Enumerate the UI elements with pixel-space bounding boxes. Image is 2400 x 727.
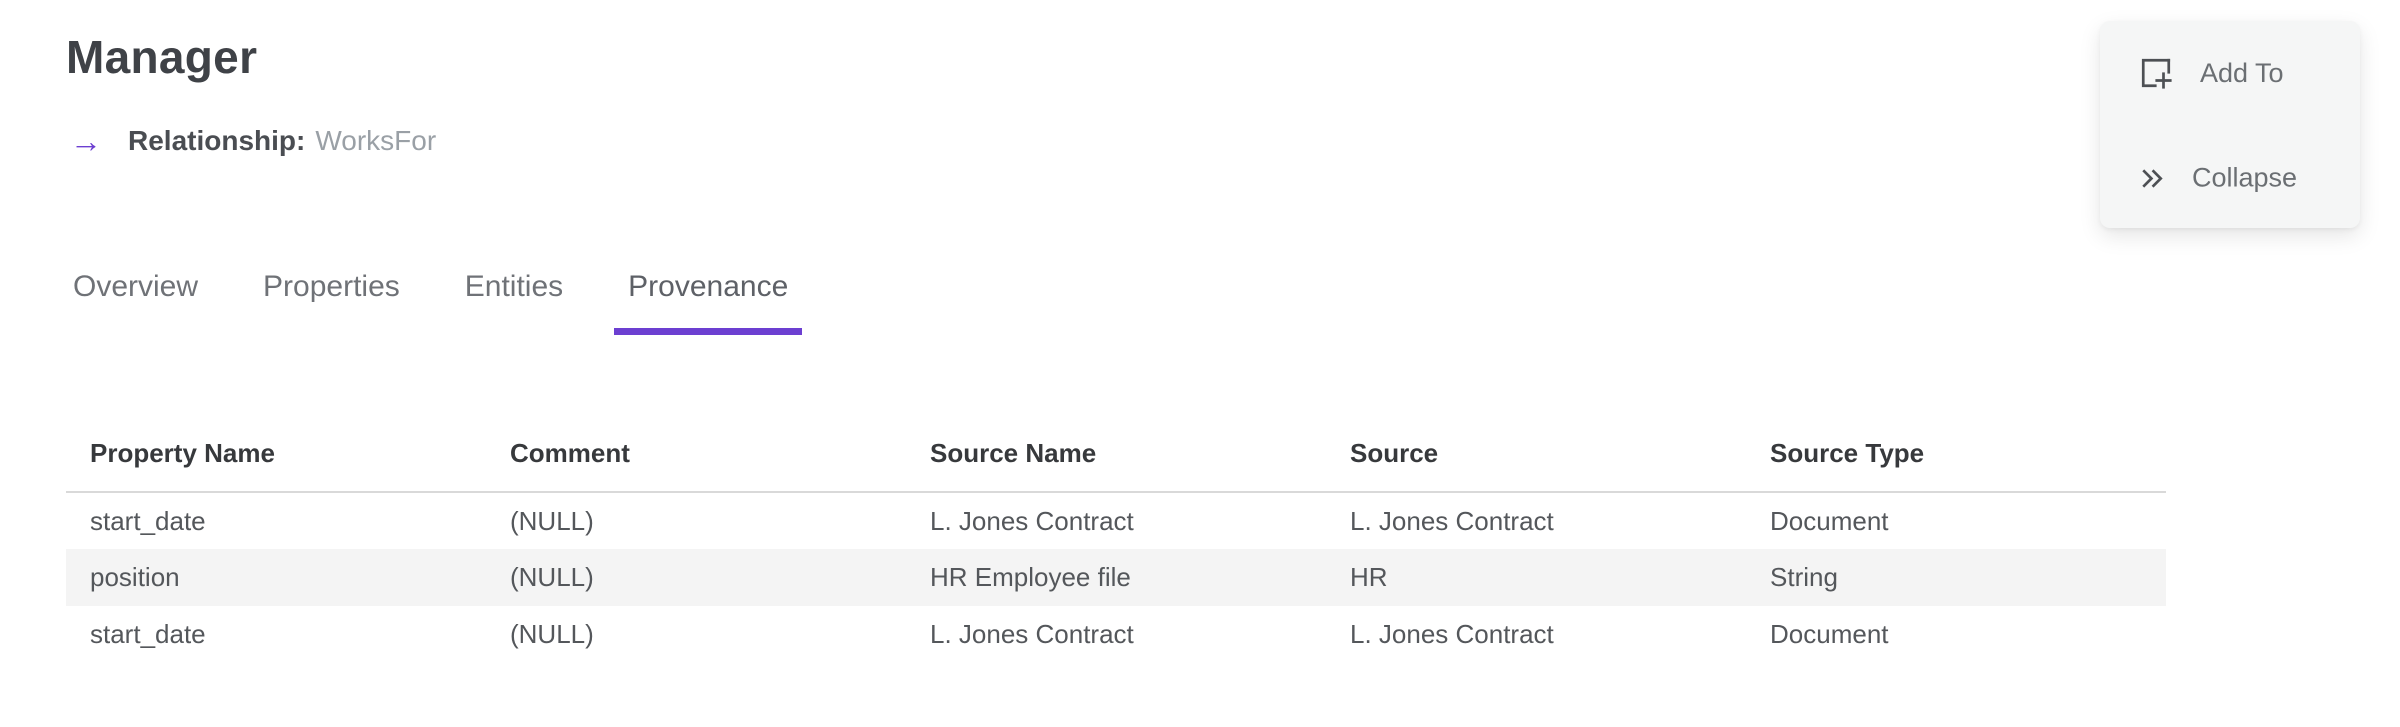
add-to-icon [2136, 55, 2176, 91]
col-header-source-type: Source Type [1746, 430, 2166, 493]
cell-source-type: Document [1770, 619, 1889, 649]
relationship-label: Relationship: [128, 125, 306, 156]
table-row: position (NULL) HR Employee file HR Stri… [66, 549, 2166, 606]
cell-source-name: HR Employee file [930, 562, 1131, 592]
table-row: start_date (NULL) L. Jones Contract L. J… [66, 606, 2166, 663]
provenance-table: Property Name Comment Source Name Source… [66, 430, 2166, 663]
cell-source-type: String [1770, 562, 1838, 592]
tab-entities[interactable]: Entities [464, 270, 564, 303]
cell-comment: (NULL) [510, 619, 594, 649]
add-to-button[interactable]: Add To [2136, 55, 2284, 91]
cell-source: HR [1350, 562, 1388, 592]
cell-property-name: start_date [90, 619, 206, 649]
action-panel: Add To Collapse [2100, 21, 2360, 228]
relationship-line: → Relationship: WorksFor [70, 124, 436, 158]
cell-property-name: position [90, 562, 180, 592]
collapse-chevrons-icon [2136, 164, 2168, 192]
col-header-source: Source [1326, 430, 1746, 493]
add-to-label: Add To [2200, 57, 2284, 88]
tab-overview[interactable]: Overview [73, 270, 199, 303]
cell-source-name: L. Jones Contract [930, 619, 1134, 649]
cell-comment: (NULL) [510, 562, 594, 592]
col-header-comment: Comment [486, 430, 906, 493]
collapse-label: Collapse [2192, 162, 2298, 193]
table-row: start_date (NULL) L. Jones Contract L. J… [66, 492, 2166, 549]
cell-comment: (NULL) [510, 505, 594, 536]
cell-property-name: start_date [90, 505, 206, 536]
tab-provenance[interactable]: Provenance [614, 272, 803, 335]
cell-source-type: Document [1770, 505, 1889, 536]
relationship-arrow-icon: → [70, 123, 102, 159]
cell-source-name: L. Jones Contract [930, 505, 1134, 536]
relationship-value: WorksFor [315, 125, 437, 156]
table-header-row: Property Name Comment Source Name Source… [66, 430, 2166, 493]
tab-bar: Overview Properties Entities Provenance [59, 270, 803, 335]
collapse-button[interactable]: Collapse [2136, 163, 2297, 194]
cell-source: L. Jones Contract [1350, 619, 1554, 649]
cell-source: L. Jones Contract [1350, 505, 1554, 536]
col-header-property-name: Property Name [66, 430, 486, 493]
page-title: Manager [66, 31, 258, 83]
tab-properties[interactable]: Properties [263, 270, 400, 303]
col-header-source-name: Source Name [906, 430, 1326, 493]
